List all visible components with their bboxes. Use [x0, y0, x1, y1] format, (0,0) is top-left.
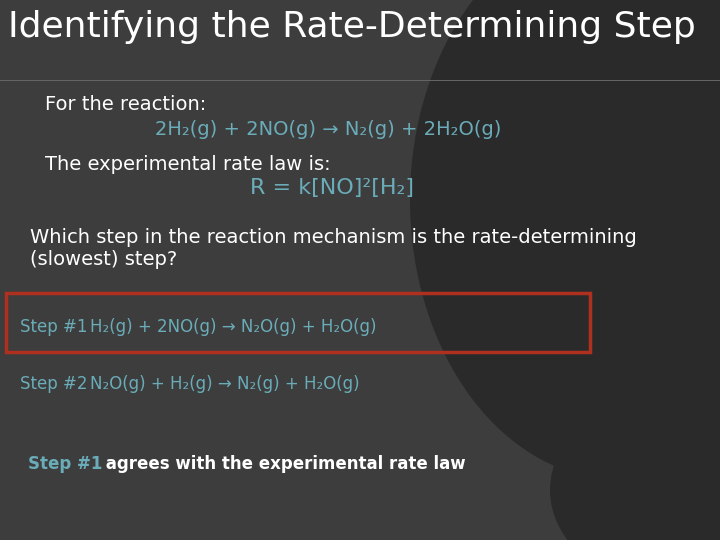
Text: agrees with the experimental rate law: agrees with the experimental rate law [100, 455, 466, 473]
Ellipse shape [550, 390, 720, 540]
Text: H₂(g) + 2NO(g) → N₂O(g) + H₂O(g): H₂(g) + 2NO(g) → N₂O(g) + H₂O(g) [90, 318, 377, 336]
Text: Which step in the reaction mechanism is the rate-determining: Which step in the reaction mechanism is … [30, 228, 636, 247]
Text: R = k[NO]²[H₂]: R = k[NO]²[H₂] [250, 178, 414, 198]
Text: N₂O(g) + H₂(g) → N₂(g) + H₂O(g): N₂O(g) + H₂(g) → N₂(g) + H₂O(g) [90, 375, 359, 393]
Ellipse shape [410, 0, 720, 480]
Text: Step #1: Step #1 [20, 318, 88, 336]
Text: Step #1: Step #1 [28, 455, 102, 473]
Text: For the reaction:: For the reaction: [45, 95, 206, 114]
Text: Identifying the Rate-Determining Step: Identifying the Rate-Determining Step [8, 10, 696, 44]
Text: The experimental rate law is:: The experimental rate law is: [45, 155, 330, 174]
Text: Step #2: Step #2 [20, 375, 88, 393]
Text: (slowest) step?: (slowest) step? [30, 250, 177, 269]
Text: 2H₂(g) + 2NO(g) → N₂(g) + 2H₂O(g): 2H₂(g) + 2NO(g) → N₂(g) + 2H₂O(g) [155, 120, 501, 139]
